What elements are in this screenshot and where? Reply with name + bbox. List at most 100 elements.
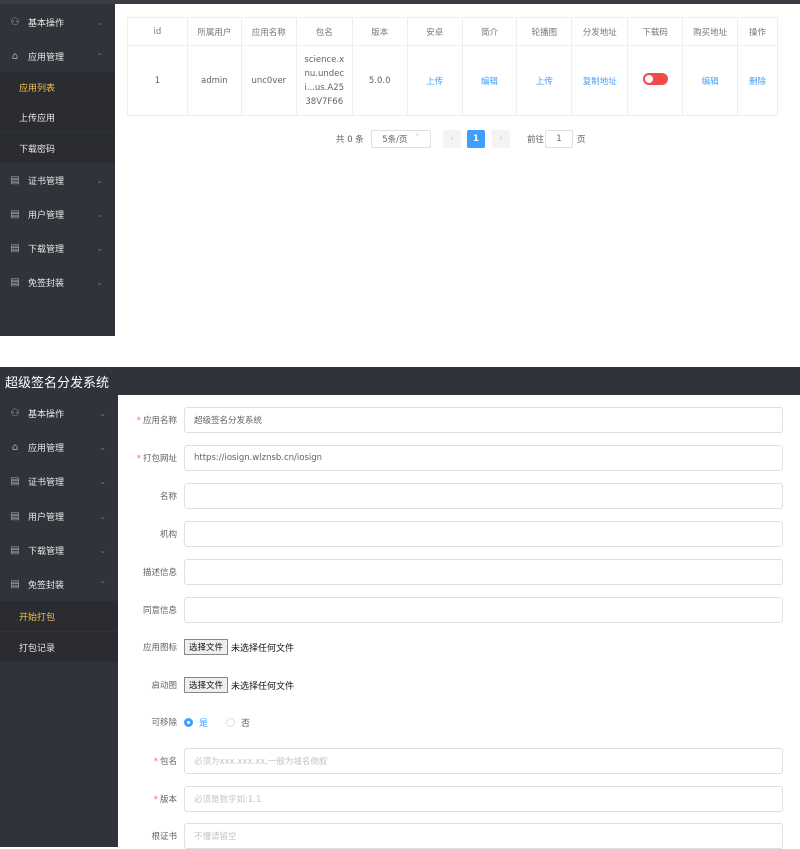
download-code-toggle[interactable]	[642, 73, 668, 85]
page-size-value: 5条/页	[382, 135, 408, 145]
column-header: 所属用户	[186, 17, 242, 46]
buy-edit-link[interactable]: 编辑	[682, 45, 739, 116]
text-input[interactable]: https://iosign.wlznsb.cn/iosign	[184, 445, 783, 471]
sidebar-item[interactable]: ▤ 用户管理 ⌄	[0, 199, 115, 229]
input-placeholder: 必须是数字如:1.1	[194, 795, 262, 805]
field-label-text: 打包网址	[142, 454, 177, 464]
text-input[interactable]: 必须是数字如:1.1	[184, 786, 783, 812]
cell-user: admin	[186, 45, 242, 116]
sidebar-item[interactable]: ▤ 证书管理 ⌄	[0, 466, 118, 496]
text-input[interactable]: 超级签名分发系统	[184, 407, 783, 433]
column-header: 操作	[737, 17, 778, 46]
column-header: 购买地址	[682, 17, 739, 46]
sidebar-item[interactable]: 开始打包	[0, 601, 118, 631]
page-size-select[interactable]: 5条/页 ˇ	[371, 130, 431, 148]
page-1-button[interactable]: 1	[467, 130, 485, 148]
sidebar-item[interactable]: 下载密码	[0, 133, 115, 163]
android-upload-link[interactable]: 上传	[406, 45, 463, 116]
app-title: 超级签名分发系统	[0, 367, 800, 395]
app-table: id 所属用户 应用名称 包名 版本 安卓 简介 轮播图 分发地址 下载码 购买地址 操作 1 adm…	[127, 17, 778, 116]
document-icon: ▤	[10, 242, 20, 254]
sidebar-item[interactable]: ⚇ 基本操作 ⌄	[0, 7, 115, 37]
field-label-text: 机构	[159, 530, 177, 540]
document-icon: ▤	[10, 510, 20, 522]
field-label-text: 版本	[159, 795, 177, 805]
sidebar-item-label: 基本操作	[28, 18, 65, 29]
radio-icon	[184, 717, 193, 727]
sidebar-item[interactable]: 打包记录	[0, 632, 118, 662]
sidebar-item-label: 应用管理	[28, 52, 65, 63]
file-status: 未选择任何文件	[231, 681, 295, 692]
sidebar-item[interactable]: ▤ 下载管理 ⌄	[0, 233, 115, 263]
sidebar-item[interactable]: ▤ 用户管理 ⌄	[0, 501, 118, 531]
prev-page-button[interactable]: ‹	[443, 130, 461, 148]
chevron-down-icon: ⌄	[99, 442, 106, 452]
column-header: 下载码	[627, 17, 684, 46]
sidebar-item-label: 用户管理	[28, 210, 65, 221]
form-row: * 应用名称 超级签名分发系统	[118, 407, 800, 433]
field-label: 可移除	[118, 716, 184, 728]
choose-file-button[interactable]: 选择文件	[184, 677, 229, 693]
copy-address-link[interactable]: 复制地址	[571, 45, 629, 116]
form-row: * 包名 必须为xxx.xxx.xx,一般为域名倒叙	[118, 748, 800, 774]
sidebar-item-label: 上传应用	[19, 113, 56, 124]
field-label-text: 根证书	[151, 832, 177, 842]
sidebar-item[interactable]: 上传应用	[0, 102, 115, 132]
text-input[interactable]	[184, 483, 783, 509]
sidebar-item-label: 免签封装	[28, 278, 65, 289]
form-row: 启动图 选择文件 未选择任何文件	[118, 672, 800, 698]
field-label-text: 启动图	[151, 681, 177, 691]
text-input[interactable]	[184, 597, 783, 623]
radio-option[interactable]: 是	[184, 716, 208, 729]
field-label-text: 同意信息	[142, 606, 177, 616]
pagination-total: 共 0 条	[336, 135, 364, 145]
sidebar-item[interactable]: ⚇ 基本操作 ⌄	[0, 398, 118, 428]
intro-edit-link[interactable]: 编辑	[461, 45, 518, 116]
chevron-down-icon: ⌄	[96, 17, 103, 27]
delete-link[interactable]: 删除	[737, 45, 778, 116]
field-label: 应用图标	[118, 641, 184, 653]
column-header: 应用名称	[240, 17, 297, 46]
choose-file-button[interactable]: 选择文件	[184, 639, 229, 655]
sidebar-item[interactable]: ▤ 下载管理 ⌄	[0, 535, 118, 565]
table-row: 1 admin unc0ver science.xnu.undeci...us.…	[127, 45, 778, 116]
sidebar-item[interactable]: ⌂ 应用管理 ⌄	[0, 432, 118, 462]
sidebar-item[interactable]: ▤ 免签封装 ⌃	[0, 569, 118, 599]
sidebar-bottom: ⚇ 基本操作 ⌄ ⌂ 应用管理 ⌄ ▤ 证书管理 ⌄ ▤ 用户管理 ⌄ ▤ 下载管理 ⌄ ▤ 免签封装 ⌃ 开始打包…	[0, 395, 118, 847]
chevron-up-icon: ⌃	[99, 579, 106, 589]
cell-id: 1	[127, 45, 188, 116]
next-page-button[interactable]: ›	[492, 130, 510, 148]
chevron-up-icon: ⌃	[96, 51, 103, 61]
radio-option[interactable]: 否	[226, 716, 250, 729]
carousel-upload-link[interactable]: 上传	[516, 45, 573, 116]
bag-icon: ⌂	[11, 441, 19, 453]
form-row: 同意信息	[118, 597, 800, 623]
column-header: id	[127, 17, 188, 46]
input-value: 超级签名分发系统	[194, 416, 263, 426]
page-unit: 页	[577, 135, 586, 145]
field-label-text: 应用名称	[142, 416, 177, 426]
bag-icon: ⌂	[11, 50, 19, 62]
sidebar-item[interactable]: 应用列表	[0, 72, 115, 102]
goto-page-input[interactable]: 1	[545, 130, 573, 148]
text-input[interactable]: 不懂请留空	[184, 823, 783, 849]
chevron-down-icon: ⌄	[99, 408, 106, 418]
sidebar-item-label: 基本操作	[28, 409, 65, 420]
sidebar-item[interactable]: ▤ 证书管理 ⌄	[0, 165, 115, 195]
chevron-down-icon: ⌄	[96, 243, 103, 253]
sidebar-item-label: 证书管理	[28, 477, 65, 488]
field-label-text: 名称	[159, 492, 177, 502]
user-icon: ⚇	[10, 16, 20, 28]
text-input[interactable]	[184, 521, 783, 547]
field-label: 根证书	[118, 830, 184, 842]
text-input[interactable]	[184, 559, 783, 585]
form-row: * 版本 必须是数字如:1.1	[118, 786, 800, 812]
form-row: 机构	[118, 521, 800, 547]
cell-version: 5.0.0	[351, 45, 408, 116]
form-row: 应用图标 选择文件 未选择任何文件	[118, 634, 800, 660]
column-header: 版本	[351, 17, 408, 46]
sidebar-item[interactable]: ▤ 免签封装 ⌄	[0, 267, 115, 297]
sidebar-item-label: 下载管理	[28, 244, 65, 255]
text-input[interactable]: 必须为xxx.xxx.xx,一般为域名倒叙	[184, 748, 783, 774]
sidebar-item[interactable]: ⌂ 应用管理 ⌃	[0, 41, 115, 71]
